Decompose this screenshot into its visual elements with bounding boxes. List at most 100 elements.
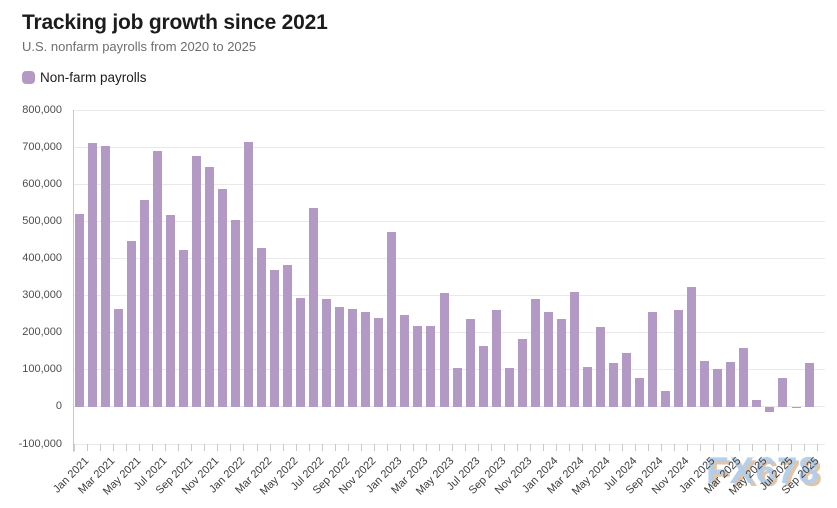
x-axis-tick: [87, 444, 89, 451]
x-axis-tick: [621, 444, 623, 451]
bar-feb-2025[interactable]: [713, 369, 723, 407]
bar-jul-2021[interactable]: [152, 151, 162, 407]
x-axis-tick: [452, 444, 454, 451]
bar-feb-2024[interactable]: [556, 319, 566, 407]
bar-mar-2025[interactable]: [726, 362, 736, 407]
bar-mar-2021[interactable]: [100, 145, 110, 407]
bar-dec-2024[interactable]: [687, 287, 697, 407]
x-axis-tick: [74, 444, 75, 451]
bar-jun-2025[interactable]: [765, 406, 775, 412]
bar-jan-2022[interactable]: [230, 219, 240, 407]
y-axis-tick-label: 0: [55, 400, 62, 413]
bar-nov-2024[interactable]: [674, 310, 684, 407]
bar-may-2024[interactable]: [595, 326, 605, 407]
bar-jul-2023[interactable]: [465, 319, 475, 407]
bar-jun-2021[interactable]: [139, 200, 149, 407]
x-axis-tick: [334, 444, 336, 451]
bar-oct-2023[interactable]: [504, 367, 514, 407]
y-axis-tick-label: 200,000: [22, 326, 62, 339]
bar-jun-2023[interactable]: [452, 367, 462, 407]
gridline: [74, 146, 825, 148]
x-axis-tick: [608, 444, 610, 451]
x-axis-tick: [191, 444, 193, 451]
x-axis-tick: [791, 444, 793, 451]
x-axis-tick: [152, 444, 154, 451]
x-axis-tick: [165, 444, 167, 451]
y-axis-tick-label: 100,000: [22, 363, 62, 376]
bar-aug-2021[interactable]: [165, 215, 175, 407]
bar-apr-2022[interactable]: [270, 270, 280, 407]
x-axis-tick: [139, 444, 141, 451]
bar-jul-2022[interactable]: [309, 207, 319, 407]
bar-oct-2022[interactable]: [348, 309, 358, 407]
gridline: [74, 443, 825, 445]
bar-nov-2021[interactable]: [204, 166, 214, 407]
bar-jun-2024[interactable]: [609, 363, 619, 407]
bar-mar-2024[interactable]: [569, 291, 579, 407]
bar-oct-2024[interactable]: [661, 390, 671, 407]
x-axis-tick: [100, 444, 102, 451]
x-axis-tick: [243, 444, 245, 451]
bar-jul-2025[interactable]: [778, 377, 788, 407]
bar-jan-2023[interactable]: [387, 231, 397, 407]
x-axis-tick: [556, 444, 558, 451]
bar-oct-2021[interactable]: [191, 155, 201, 407]
x-axis-tick: [360, 444, 362, 451]
y-axis-tick-label: 300,000: [22, 289, 62, 302]
bar-jan-2021[interactable]: [74, 213, 84, 407]
bar-apr-2023[interactable]: [426, 326, 436, 407]
bar-jun-2022[interactable]: [296, 298, 306, 407]
bar-feb-2022[interactable]: [243, 141, 253, 407]
bar-may-2021[interactable]: [126, 241, 136, 407]
x-axis-tick: [178, 444, 180, 451]
bar-may-2025[interactable]: [752, 399, 762, 407]
x-axis-tick: [230, 444, 232, 451]
bar-may-2023[interactable]: [439, 293, 449, 407]
bar-may-2022[interactable]: [283, 264, 293, 407]
x-axis-tick: [543, 444, 545, 451]
bar-apr-2025[interactable]: [739, 348, 749, 407]
bar-dec-2022[interactable]: [374, 318, 384, 407]
gridline: [74, 295, 825, 297]
x-axis-tick: [478, 444, 480, 451]
bar-mar-2022[interactable]: [257, 248, 267, 407]
bar-sep-2023[interactable]: [491, 309, 501, 407]
gridline: [74, 406, 825, 408]
plot-area: [74, 109, 825, 451]
bar-dec-2023[interactable]: [530, 299, 540, 407]
bar-aug-2024[interactable]: [635, 377, 645, 407]
bar-aug-2023[interactable]: [478, 345, 488, 407]
bar-dec-2021[interactable]: [217, 188, 227, 407]
x-axis-tick: [399, 444, 401, 451]
bar-sep-2025[interactable]: [804, 362, 814, 407]
bar-sep-2024[interactable]: [648, 312, 658, 407]
x-axis-tick: [126, 444, 128, 451]
bar-apr-2024[interactable]: [582, 366, 592, 407]
bar-jan-2025[interactable]: [700, 360, 710, 407]
x-axis-tick: [634, 444, 636, 451]
x-axis-tick: [321, 444, 323, 451]
bar-feb-2021[interactable]: [87, 143, 97, 407]
bar-sep-2022[interactable]: [335, 307, 345, 407]
x-axis-tick: [517, 444, 519, 451]
bar-sep-2021[interactable]: [178, 249, 188, 407]
bar-feb-2023[interactable]: [400, 314, 410, 407]
bar-apr-2021[interactable]: [113, 309, 123, 407]
gridline: [74, 109, 825, 111]
y-axis-tick-label: -100,000: [18, 437, 62, 450]
bar-aug-2022[interactable]: [322, 298, 332, 407]
x-axis-tick: [804, 444, 806, 451]
bar-jul-2024[interactable]: [622, 353, 632, 407]
bar-aug-2025[interactable]: [791, 406, 801, 409]
y-axis-tick-label: 500,000: [22, 214, 62, 227]
bar-nov-2023[interactable]: [517, 339, 527, 407]
bar-nov-2022[interactable]: [361, 311, 371, 407]
x-axis-tick: [712, 444, 714, 451]
gridline: [74, 369, 825, 371]
bar-jan-2024[interactable]: [543, 311, 553, 407]
bar-mar-2023[interactable]: [413, 326, 423, 407]
x-axis-tick: [113, 444, 115, 451]
x-axis-tick: [738, 444, 740, 451]
x-axis-tick: [582, 444, 584, 451]
